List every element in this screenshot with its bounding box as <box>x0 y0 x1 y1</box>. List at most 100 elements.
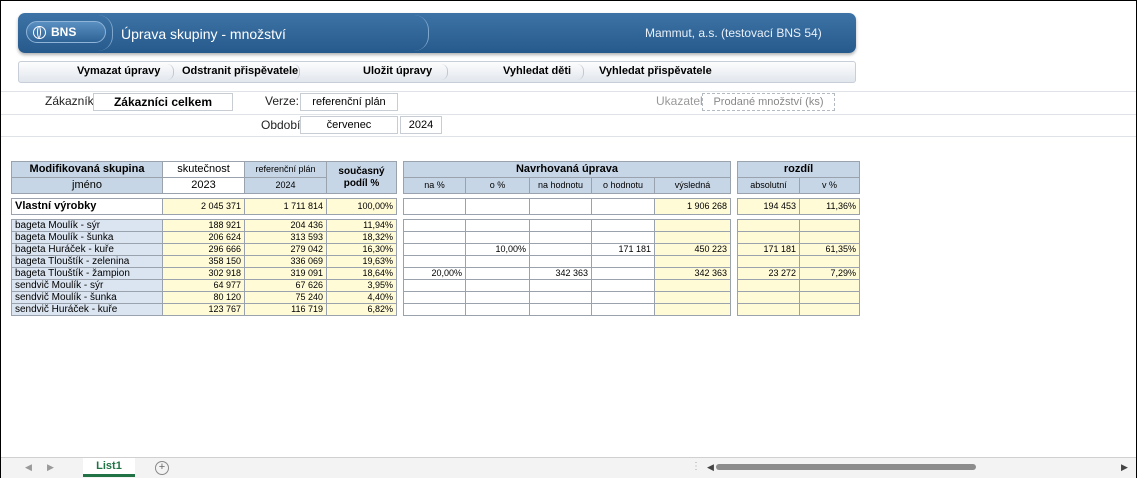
cell-ref: 67 626 <box>244 279 327 292</box>
cell-na-hod[interactable] <box>529 243 592 256</box>
header-ref-rok: 2024 <box>244 177 327 194</box>
header-navrh: Navrhovaná úprava <box>403 161 731 178</box>
cell-skutecnost: 123 767 <box>162 303 245 316</box>
column-gap <box>397 268 404 280</box>
header-podil: současný podíl % <box>326 161 397 194</box>
cell-o-hod[interactable] <box>591 279 655 292</box>
cell-o-pct[interactable] <box>465 303 530 316</box>
total-na-pct[interactable] <box>403 198 466 215</box>
cell-na-pct[interactable] <box>403 231 466 244</box>
cell-ref: 319 091 <box>244 267 327 280</box>
scroll-right-icon[interactable]: ▶ <box>1121 462 1128 472</box>
sheet-next-icon[interactable]: ▶ <box>47 462 54 472</box>
gridline <box>1 114 1136 115</box>
cell-ref: 75 240 <box>244 291 327 304</box>
cell-ref: 313 593 <box>244 231 327 244</box>
header-o-pct: o % <box>465 177 530 194</box>
obdobi-year-field[interactable]: 2024 <box>400 116 442 134</box>
cell-ref: 279 042 <box>244 243 327 256</box>
zakaznik-field[interactable]: Zákazníci celkem <box>93 93 233 111</box>
column-gap <box>397 280 404 292</box>
header-jmeno: jméno <box>11 177 163 194</box>
obdobi-label: Období: <box>261 118 304 132</box>
cell-na-pct[interactable] <box>403 279 466 292</box>
sheet-prev-icon[interactable]: ◀ <box>25 462 32 472</box>
vyhledat-prispevatele-button[interactable]: Vyhledat přispěvatele <box>599 65 712 77</box>
cell-v-pct <box>799 219 860 232</box>
action-toolbar: Vymazat úpravy Odstranit přispěvatele Ul… <box>18 61 856 83</box>
cell-na-pct[interactable] <box>403 255 466 268</box>
ukazatel-field[interactable]: Prodané množství (ks) <box>702 93 835 111</box>
table-row: sendvič Huráček - kuře 123 767 116 719 6,82… <box>11 303 860 316</box>
cell-o-pct[interactable] <box>465 231 530 244</box>
cell-o-hod[interactable] <box>591 219 655 232</box>
sheet-bar: ◀ ▶ List1 + ⋮ ◀ ▶ <box>1 457 1136 478</box>
cell-podil: 4,40% <box>326 291 397 304</box>
toolbar-separator <box>293 64 300 80</box>
cell-o-hod[interactable] <box>591 231 655 244</box>
add-sheet-icon[interactable]: + <box>155 461 169 475</box>
cell-vysledna <box>654 291 731 304</box>
cell-o-pct[interactable] <box>465 291 530 304</box>
cell-o-hod[interactable] <box>591 303 655 316</box>
total-o-pct[interactable] <box>465 198 530 215</box>
cell-v-pct <box>799 231 860 244</box>
table-row: bageta Huráček - kuře 296 666 279 042 16,30… <box>11 243 860 256</box>
column-gap <box>397 220 404 232</box>
cell-na-hod[interactable] <box>529 279 592 292</box>
header-ref: referenční plán <box>244 161 327 178</box>
table-row: sendvič Moulík - šunka 80 120 75 240 4,40% <box>11 291 860 304</box>
cell-podil: 18,64% <box>326 267 397 280</box>
company-name: Mammut, a.s. (testovací BNS 54) <box>645 26 822 40</box>
cell-o-pct[interactable] <box>465 219 530 232</box>
ulozit-upravy-button[interactable]: Uložit úpravy <box>363 65 433 77</box>
table-row: bageta Moulík - sýr 188 921 204 436 11,94% <box>11 219 860 232</box>
cell-absolutni <box>737 231 800 244</box>
horizontal-scrollbar-thumb[interactable] <box>716 464 976 470</box>
data-table: Modifikovaná skupina skutečnost referenč… <box>11 161 860 316</box>
cell-name: bageta Moulík - sýr <box>11 219 163 232</box>
cell-na-hod[interactable] <box>529 255 592 268</box>
gridline <box>1 136 1136 137</box>
header-skut-rok: 2023 <box>162 177 245 194</box>
cell-o-hod[interactable] <box>591 267 655 280</box>
cell-na-pct[interactable] <box>403 243 466 256</box>
header-v-pct: v % <box>799 177 860 194</box>
cell-o-hod[interactable] <box>591 255 655 268</box>
scroll-left-icon[interactable]: ◀ <box>707 462 714 472</box>
cell-na-hod[interactable] <box>529 303 592 316</box>
verze-field[interactable]: referenční plán <box>300 93 398 111</box>
cell-na-hod[interactable] <box>529 219 592 232</box>
total-o-hod[interactable] <box>591 198 655 215</box>
cell-na-pct[interactable] <box>403 303 466 316</box>
splitter-handle-icon[interactable]: ⋮ <box>691 461 701 472</box>
sheet-tab-list1[interactable]: List1 <box>83 458 135 477</box>
cell-na-hod[interactable]: 342 363 <box>529 267 592 280</box>
vyhledat-deti-button[interactable]: Vyhledat děti <box>503 65 572 77</box>
cell-o-hod[interactable] <box>591 291 655 304</box>
cell-o-hod[interactable]: 171 181 <box>591 243 655 256</box>
cell-vysledna: 342 363 <box>654 267 731 280</box>
cell-absolutni <box>737 255 800 268</box>
cell-na-hod[interactable] <box>529 291 592 304</box>
cell-o-pct[interactable] <box>465 255 530 268</box>
cell-o-pct[interactable]: 10,00% <box>465 243 530 256</box>
odstranit-prispevatele-button[interactable]: Odstranit přispěvatele <box>182 65 299 77</box>
column-gap <box>731 268 738 280</box>
cell-vysledna <box>654 279 731 292</box>
total-skutecnost: 2 045 371 <box>162 198 245 215</box>
cell-vysledna: 450 223 <box>654 243 731 256</box>
cell-o-pct[interactable] <box>465 267 530 280</box>
cell-na-pct[interactable] <box>403 219 466 232</box>
vymazat-upravy-button[interactable]: Vymazat úpravy <box>77 65 161 77</box>
bns-logo: BNS <box>26 21 106 43</box>
cell-na-hod[interactable] <box>529 231 592 244</box>
cell-o-pct[interactable] <box>465 279 530 292</box>
obdobi-month-field[interactable]: červenec <box>300 116 398 134</box>
verze-label: Verze: <box>265 94 300 108</box>
total-na-hod[interactable] <box>529 198 592 215</box>
cell-v-pct: 61,35% <box>799 243 860 256</box>
cell-na-pct[interactable]: 20,00% <box>403 267 466 280</box>
cell-na-pct[interactable] <box>403 291 466 304</box>
